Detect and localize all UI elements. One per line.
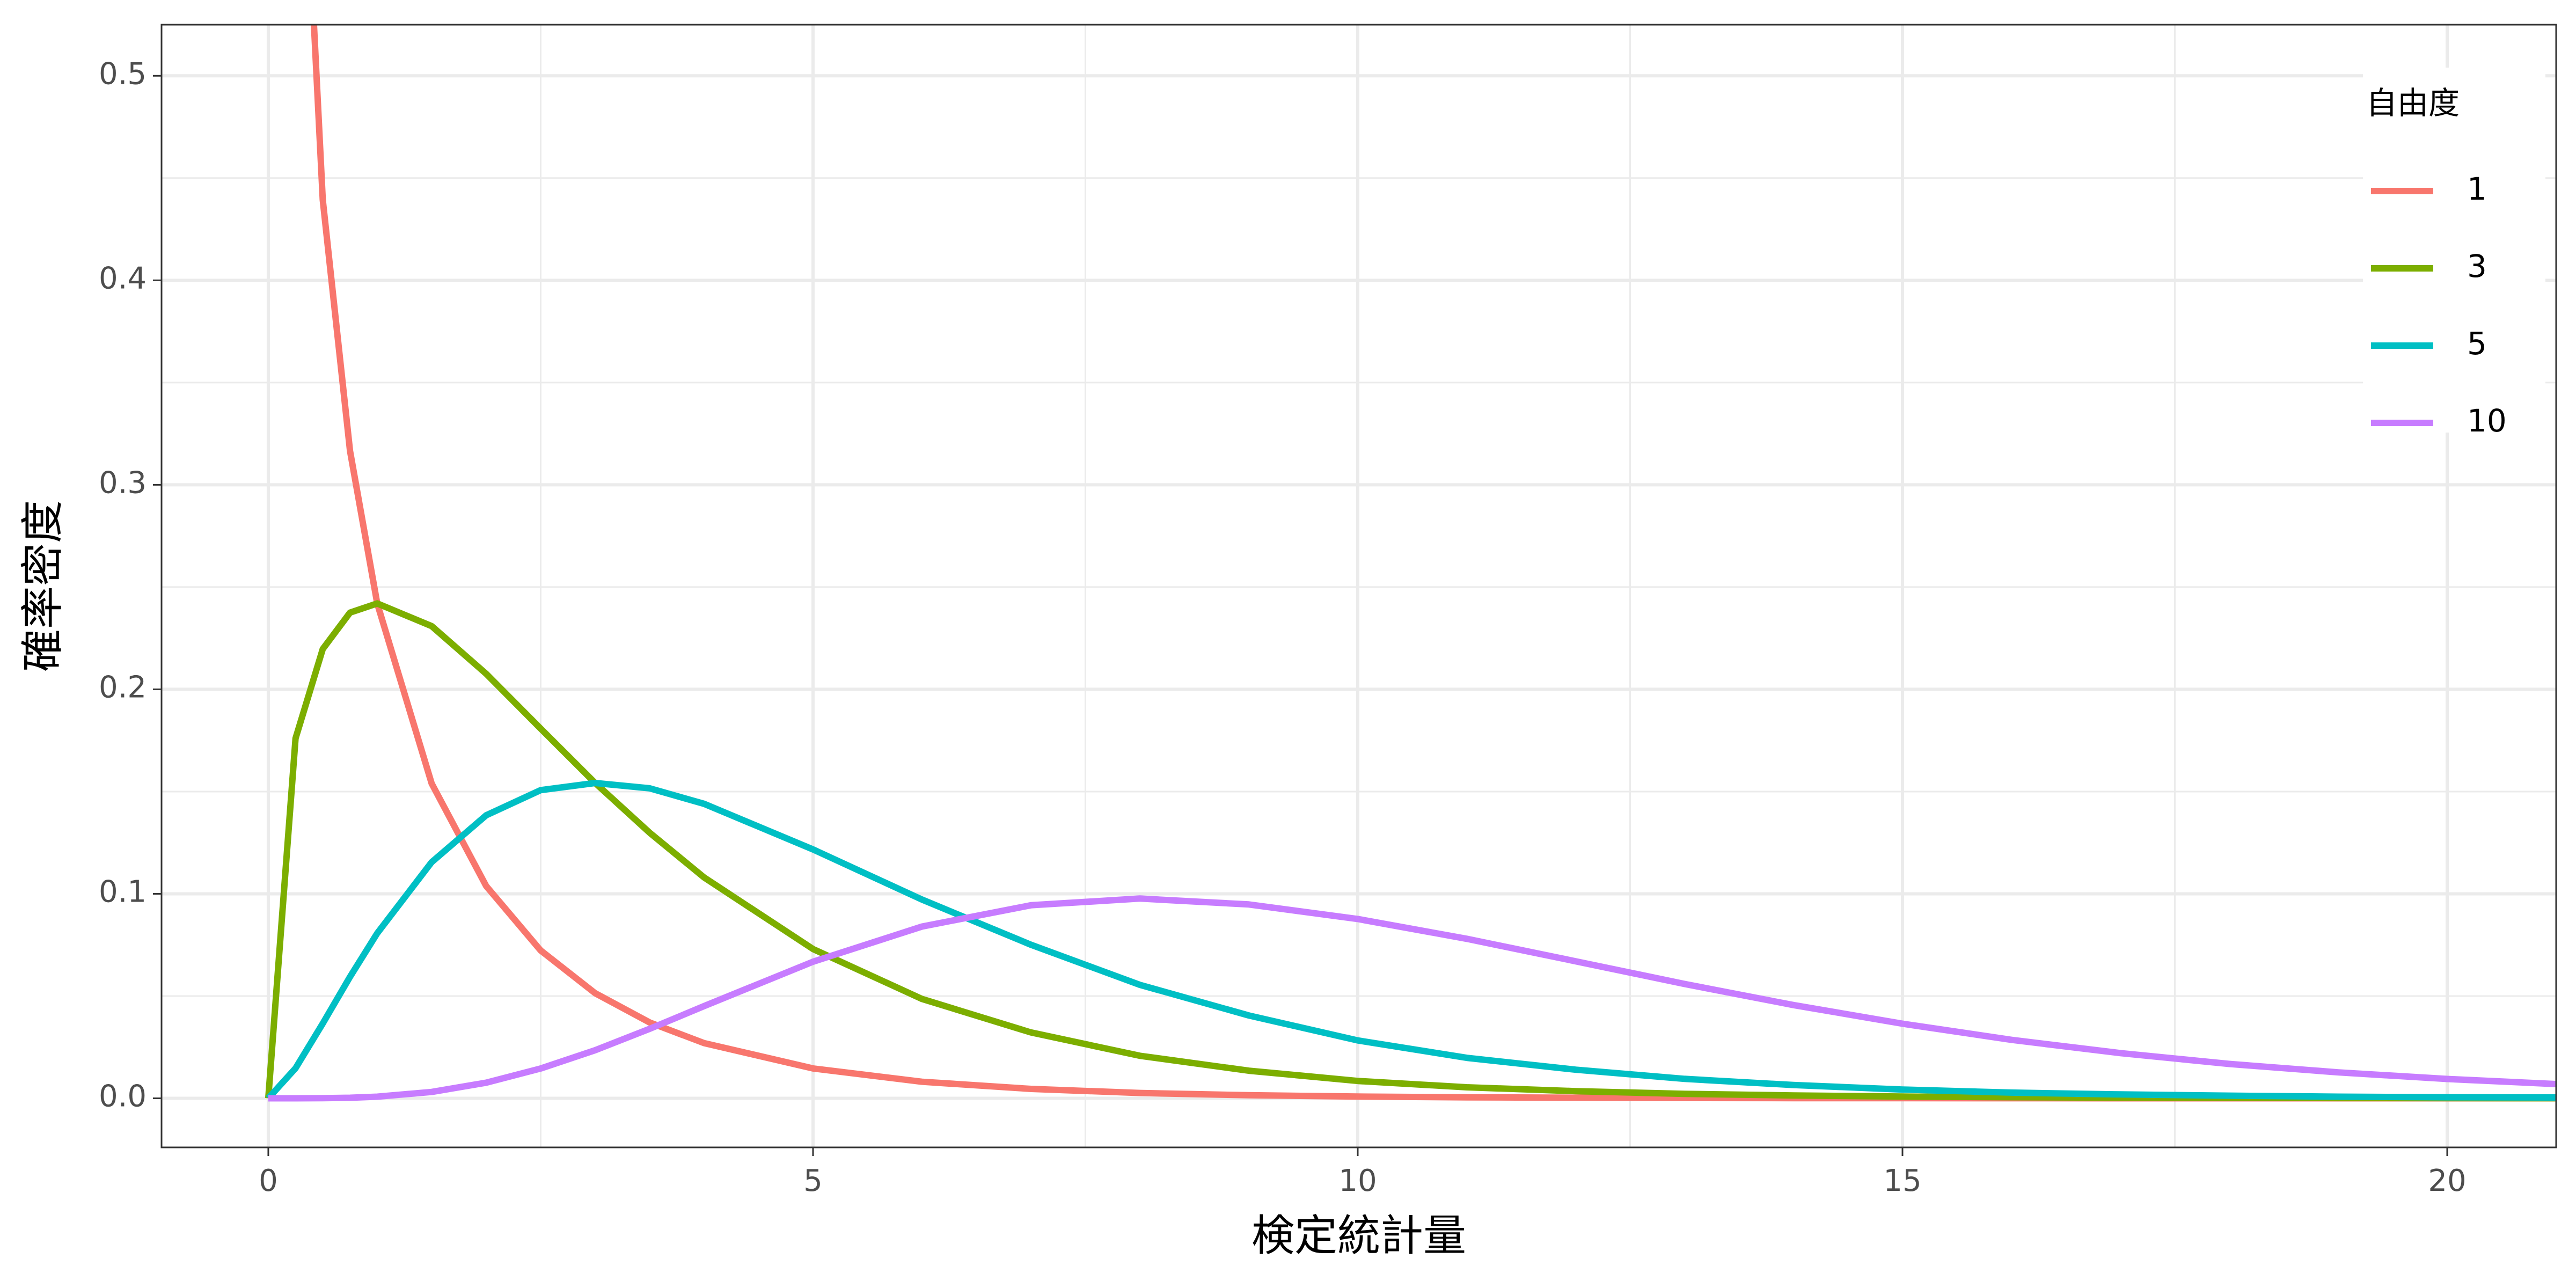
x-tick-label: 0 bbox=[259, 1163, 278, 1198]
x-tick-label: 10 bbox=[1338, 1163, 1377, 1198]
x-tick-label: 15 bbox=[1883, 1163, 1921, 1198]
series-line bbox=[266, 780, 2556, 1101]
legend-label: 3 bbox=[2467, 248, 2487, 284]
legend-label: 10 bbox=[2467, 402, 2507, 439]
legend-title: 自由度 bbox=[2366, 85, 2460, 121]
y-tick-label: 0.2 bbox=[99, 670, 147, 705]
x-axis-title: 検定統計量 bbox=[1252, 1211, 1466, 1261]
y-tick-label: 0.4 bbox=[99, 261, 147, 296]
series-line bbox=[268, 895, 2556, 1102]
y-tick-label: 0.0 bbox=[99, 1079, 147, 1114]
plot-border bbox=[160, 24, 2557, 1148]
legend-label: 1 bbox=[2467, 171, 2487, 207]
series-line bbox=[265, 600, 2556, 1102]
y-tick-label: 0.1 bbox=[99, 875, 147, 910]
y-tick-label: 0.5 bbox=[99, 56, 147, 91]
x-tick-label: 20 bbox=[2428, 1163, 2466, 1198]
legend: 自由度 1 3 5 10 bbox=[2363, 68, 2545, 439]
y-tick-label: 0.3 bbox=[99, 466, 147, 501]
lines bbox=[265, 25, 2556, 1102]
y-axis-title: 確率密度 bbox=[18, 500, 68, 672]
legend-label: 5 bbox=[2467, 325, 2487, 362]
x-tick-label: 5 bbox=[803, 1163, 823, 1198]
legend-background bbox=[2363, 68, 2545, 433]
